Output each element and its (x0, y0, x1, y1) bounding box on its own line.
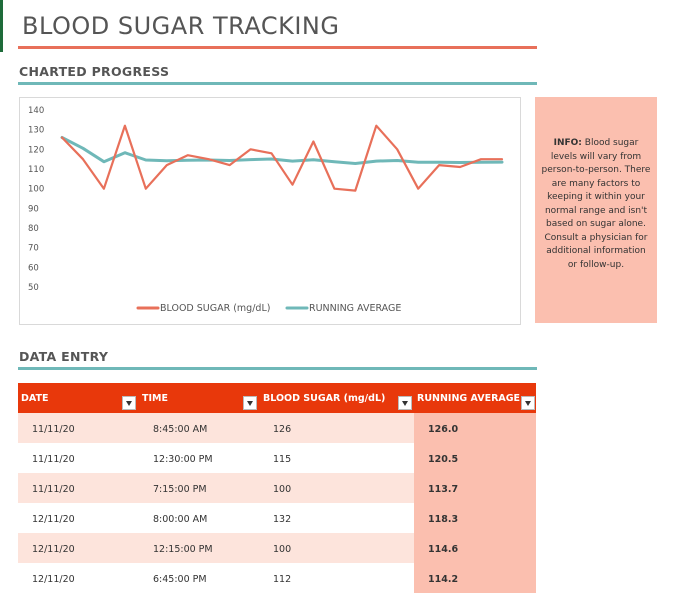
running-average-cell[interactable]: 114.2 (428, 574, 459, 585)
running-average-cell[interactable]: 113.7 (428, 484, 459, 495)
date-cell[interactable]: 11/11/20 (32, 484, 75, 495)
column-header-time[interactable]: TIME (142, 393, 168, 404)
blood-sugar-cell[interactable]: 112 (273, 574, 292, 585)
y-axis-ticks: 140 130 120 110 100 90 80 70 60 50 (28, 106, 44, 293)
charted-progress-underline (18, 82, 537, 85)
date-cell[interactable]: 11/11/20 (32, 454, 75, 465)
legend-label-blood-sugar: BLOOD SUGAR (mg/dL) (160, 303, 270, 314)
title-underline (18, 46, 537, 49)
y-tick-label: 80 (28, 224, 39, 234)
running-average-cell-bg (414, 503, 536, 533)
running-average-cell[interactable]: 126.0 (428, 424, 459, 435)
filter-dropdown-blood-sugar[interactable] (398, 396, 412, 410)
y-tick-label: 70 (28, 244, 39, 254)
running-average-cell[interactable]: 120.5 (428, 454, 459, 465)
table-header: DATE TIME BLOOD SUGAR (mg/dL) RUNNING AV… (18, 383, 536, 413)
time-cell[interactable]: 8:00:00 AM (153, 514, 208, 525)
filter-dropdown-time[interactable] (243, 396, 257, 410)
date-cell[interactable]: 12/11/20 (32, 574, 75, 585)
info-text: Blood sugar levels will vary from person… (541, 138, 651, 270)
running-average-cell-bg (414, 533, 536, 563)
table-row: 12/11/20 6:45:00 PM 112 114.2 (18, 563, 536, 593)
chart-canvas: 140 130 120 110 100 90 80 70 60 50 BLOOD SUGAR (m… (28, 106, 504, 314)
time-cell[interactable]: 7:15:00 PM (153, 484, 207, 495)
column-header-running-average[interactable]: RUNNING AVERAGE (417, 393, 521, 404)
running-average-cell-bg (414, 413, 536, 443)
series-line-running-average (60, 136, 504, 165)
date-cell[interactable]: 11/11/20 (32, 424, 75, 435)
running-average-cell-bg (414, 443, 536, 473)
page-title: BLOOD SUGAR TRACKING (22, 12, 340, 40)
running-average-cell[interactable]: 118.3 (428, 514, 459, 525)
data-entry-heading: DATA ENTRY (19, 349, 109, 364)
data-entry-table: DATE TIME BLOOD SUGAR (mg/dL) RUNNING AV… (18, 383, 536, 593)
blood-sugar-cell[interactable]: 132 (273, 514, 292, 525)
column-header-date[interactable]: DATE (21, 393, 49, 404)
y-tick-label: 120 (28, 145, 44, 155)
table-row: 11/11/20 8:45:00 AM 126 126.0 (18, 413, 536, 443)
running-average-cell[interactable]: 114.6 (428, 544, 459, 555)
y-tick-label: 60 (28, 263, 39, 273)
chart-legend: BLOOD SUGAR (mg/dL) RUNNING AVERAGE (136, 303, 401, 314)
time-cell[interactable]: 12:15:00 PM (153, 544, 213, 555)
y-tick-label: 140 (28, 106, 44, 116)
time-cell[interactable]: 8:45:00 AM (153, 424, 208, 435)
charted-progress-heading: CHARTED PROGRESS (19, 64, 170, 79)
y-tick-label: 50 (28, 283, 39, 293)
blood-sugar-cell[interactable]: 115 (273, 454, 292, 465)
time-cell[interactable]: 6:45:00 PM (153, 574, 207, 585)
info-note: INFO: Blood sugar levels will vary from … (535, 97, 657, 323)
table-row: 12/11/20 8:00:00 AM 132 118.3 (18, 503, 536, 533)
running-average-cell-bg (414, 473, 536, 503)
filter-dropdown-date[interactable] (122, 396, 136, 410)
filter-dropdown-running-average[interactable] (521, 396, 535, 410)
y-tick-label: 100 (28, 185, 44, 195)
table-row: 11/11/20 12:30:00 PM 115 120.5 (18, 443, 536, 473)
blood-sugar-cell[interactable]: 100 (273, 544, 292, 555)
y-tick-label: 110 (28, 165, 44, 175)
blood-sugar-cell[interactable]: 100 (273, 484, 292, 495)
date-cell[interactable]: 12/11/20 (32, 544, 75, 555)
column-header-blood-sugar[interactable]: BLOOD SUGAR (mg/dL) (263, 393, 386, 404)
running-average-cell-bg (414, 563, 536, 593)
time-cell[interactable]: 12:30:00 PM (153, 454, 213, 465)
y-tick-label: 90 (28, 204, 39, 214)
y-tick-label: 130 (28, 126, 44, 136)
window-edge-accent (0, 0, 3, 52)
table-row: 11/11/20 7:15:00 PM 100 113.7 (18, 473, 536, 503)
chart-lines (60, 124, 504, 192)
legend-label-running-average: RUNNING AVERAGE (309, 303, 401, 314)
blood-sugar-cell[interactable]: 126 (273, 424, 292, 435)
info-label: INFO: (553, 138, 582, 148)
blood-sugar-chart[interactable]: 140 130 120 110 100 90 80 70 60 50 BLOOD SUGAR (m… (19, 97, 521, 325)
data-entry-underline (18, 367, 537, 370)
series-line-blood-sugar (60, 124, 504, 192)
date-cell[interactable]: 12/11/20 (32, 514, 75, 525)
table-row: 12/11/20 12:15:00 PM 100 114.6 (18, 533, 536, 563)
